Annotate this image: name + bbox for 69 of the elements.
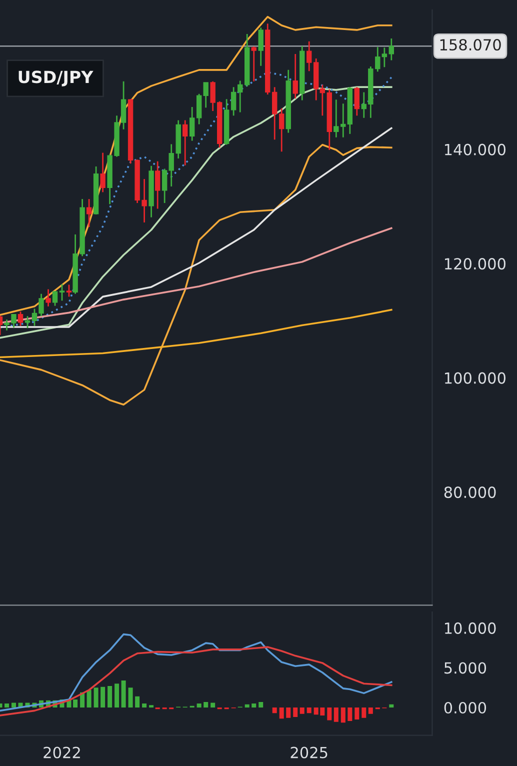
- bar: [210, 702, 216, 708]
- line-series: [0, 227, 392, 324]
- candlestick: [100, 152, 106, 193]
- line-series: [0, 144, 392, 406]
- line-series: [0, 646, 392, 716]
- bar: [128, 688, 133, 708]
- line-series: [0, 127, 392, 328]
- candlestick: [66, 284, 72, 298]
- candlestick: [86, 198, 92, 228]
- bar: [94, 688, 98, 708]
- bar: [142, 704, 147, 708]
- y-tick-label: 80.000: [444, 486, 496, 498]
- ref-line-label: 158.070: [440, 38, 501, 51]
- bar: [244, 704, 250, 708]
- candlestick: [272, 86, 278, 140]
- bar: [204, 702, 208, 708]
- candlestick: [258, 26, 264, 67]
- bar: [4, 704, 10, 708]
- y-tick-label: 100.000: [445, 372, 506, 384]
- text: USD/JPY: [18, 70, 94, 86]
- candlestick: [46, 288, 51, 308]
- bar: [354, 708, 360, 720]
- bar: [272, 708, 277, 714]
- bar: [293, 708, 298, 718]
- line-series: [0, 308, 392, 358]
- bar: [348, 708, 352, 722]
- bar: [86, 690, 92, 708]
- candlestick: [306, 40, 312, 72]
- x-tick-label: 2025: [290, 746, 328, 758]
- bar: [149, 705, 154, 708]
- bar: [340, 708, 346, 723]
- candlestick: [292, 53, 298, 100]
- bar: [334, 708, 338, 722]
- x-tick-label: 2022: [44, 746, 80, 758]
- y-tick-label: 5.000: [444, 662, 486, 674]
- bar: [73, 700, 78, 708]
- bar: [389, 704, 394, 708]
- bar: [114, 684, 120, 708]
- bar: [300, 708, 304, 714]
- bar: [135, 696, 140, 708]
- bar: [279, 708, 284, 719]
- candlestick: [388, 38, 394, 61]
- line-series: [0, 16, 392, 316]
- bar: [286, 708, 291, 718]
- bar: [108, 686, 112, 708]
- y-tick-label: 0.000: [444, 702, 486, 714]
- bar: [306, 708, 312, 714]
- bar: [100, 686, 106, 708]
- candlestick: [354, 86, 360, 116]
- bar: [121, 680, 126, 708]
- bar: [362, 708, 366, 718]
- bar: [327, 708, 332, 720]
- candlestick: [18, 310, 24, 327]
- y-tick-label: 120.000: [445, 258, 506, 270]
- bar: [368, 708, 373, 714]
- candlestick: [52, 290, 58, 307]
- bar: [252, 704, 256, 708]
- bar: [196, 704, 202, 708]
- bar: [12, 702, 16, 708]
- candlestick: [279, 108, 284, 152]
- candlestick: [189, 106, 195, 142]
- line-series: [0, 633, 392, 712]
- candlestick: [251, 46, 256, 82]
- y-tick-label: 10.000: [445, 622, 496, 634]
- candlestick: [59, 283, 65, 302]
- y-tick-label: 140.000: [445, 144, 506, 156]
- bar: [258, 702, 264, 708]
- candlestick: [154, 160, 160, 210]
- candlestick: [182, 120, 188, 166]
